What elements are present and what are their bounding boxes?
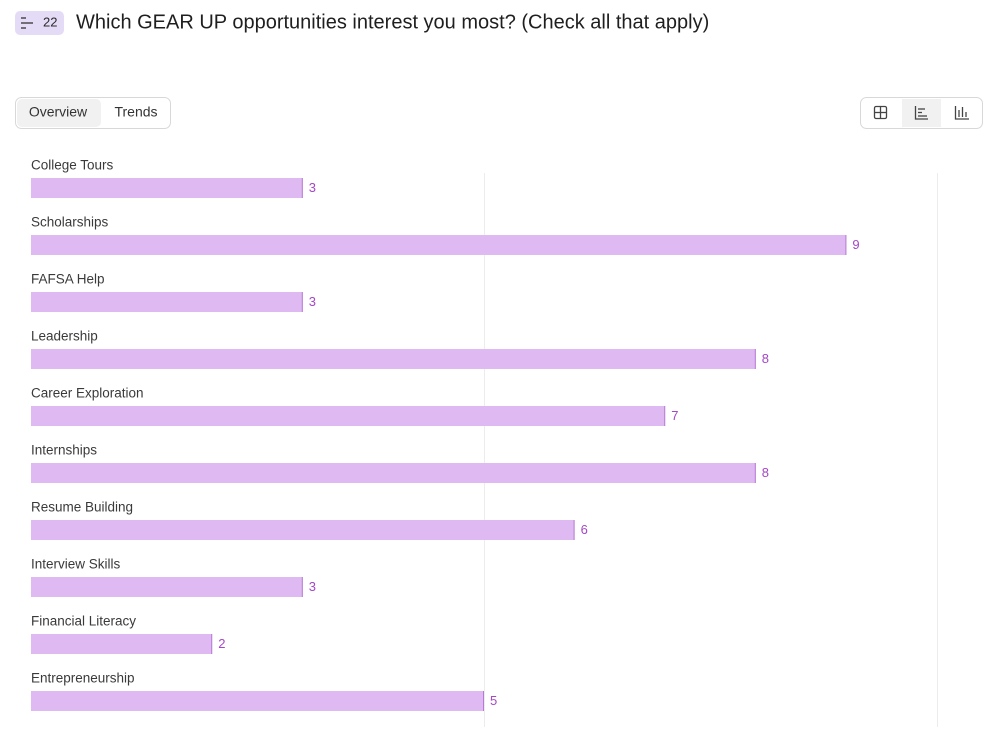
vertical-bar-view-button[interactable] <box>954 106 970 120</box>
value-label: 3 <box>309 294 316 309</box>
badge-count: 22 <box>43 14 57 29</box>
category-label: Entrepreneurship <box>31 671 135 686</box>
bar <box>31 349 756 369</box>
tab[interactable]: Trends <box>114 104 157 120</box>
tab-active-bg <box>17 99 101 127</box>
value-label: 7 <box>671 408 678 423</box>
bar <box>31 577 303 597</box>
category-label: Resume Building <box>31 500 133 515</box>
value-label: 8 <box>762 351 769 366</box>
bar <box>31 406 666 426</box>
bar <box>31 235 847 255</box>
bar <box>31 691 484 711</box>
category-label: Interview Skills <box>31 557 121 572</box>
bar <box>31 292 303 312</box>
category-label: Leadership <box>31 329 98 344</box>
value-label: 8 <box>762 465 769 480</box>
value-label: 6 <box>581 522 588 537</box>
category-label: FAFSA Help <box>31 272 105 287</box>
category-label: Career Exploration <box>31 386 144 401</box>
badge-icon <box>21 17 33 29</box>
value-label: 3 <box>309 180 316 195</box>
value-label: 3 <box>309 579 316 594</box>
category-label: Scholarships <box>31 215 109 230</box>
value-label: 2 <box>218 636 225 651</box>
horizontal-bar-view-button[interactable] <box>914 106 929 120</box>
chart: College Tours 3 Scholarships 9 FAFSA Help 3 Le… <box>31 158 938 727</box>
category-label: Financial Literacy <box>31 614 136 629</box>
value-label: 9 <box>852 237 859 252</box>
value-label: 5 <box>490 693 497 708</box>
tab[interactable]: Overview <box>29 104 88 120</box>
category-label: College Tours <box>31 158 114 173</box>
bar <box>31 520 575 540</box>
category-label: Internships <box>31 443 97 458</box>
bar <box>31 634 213 654</box>
badge <box>15 11 64 35</box>
bar <box>31 178 303 198</box>
bar <box>31 463 756 483</box>
table-view-button[interactable] <box>873 105 888 120</box>
question-title: Which GEAR UP opportunities interest you… <box>76 11 709 33</box>
